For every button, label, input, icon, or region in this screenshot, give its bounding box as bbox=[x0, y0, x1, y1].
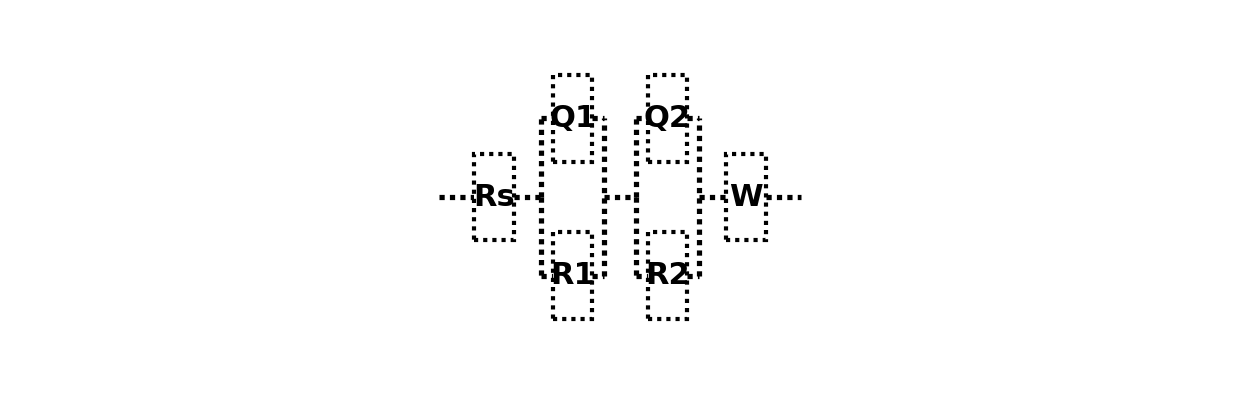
FancyBboxPatch shape bbox=[474, 154, 513, 240]
Text: R1: R1 bbox=[551, 261, 595, 290]
FancyBboxPatch shape bbox=[647, 232, 687, 319]
Text: Q2: Q2 bbox=[644, 104, 691, 133]
FancyBboxPatch shape bbox=[727, 154, 766, 240]
FancyBboxPatch shape bbox=[647, 75, 687, 162]
Text: W: W bbox=[729, 182, 763, 212]
FancyBboxPatch shape bbox=[553, 232, 593, 319]
Text: R2: R2 bbox=[645, 261, 689, 290]
Text: Rs: Rs bbox=[472, 182, 515, 212]
FancyBboxPatch shape bbox=[553, 75, 593, 162]
Text: Q1: Q1 bbox=[549, 104, 596, 133]
